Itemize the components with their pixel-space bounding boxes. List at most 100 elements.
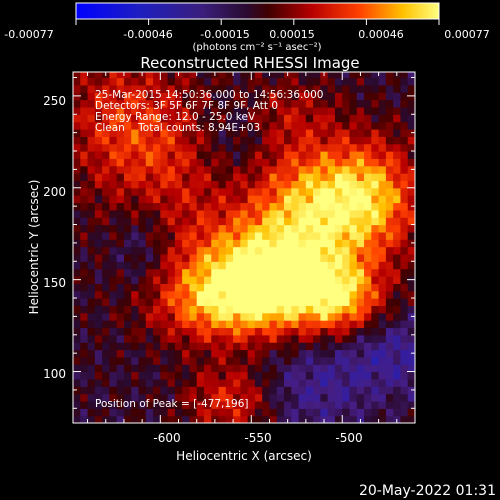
heatmap-cell [153, 298, 161, 306]
heatmap-cell [182, 253, 191, 262]
heatmap-cell [364, 173, 372, 182]
heatmap-cell [174, 268, 183, 277]
heatmap-cell [262, 231, 271, 240]
heatmap-cell [233, 393, 241, 402]
heatmap-cell [284, 143, 292, 152]
heatmap-cell [225, 72, 234, 79]
heatmap-cell [334, 400, 343, 409]
heatmap-cell [254, 393, 263, 402]
heatmap-cell [109, 224, 118, 233]
heatmap-cell [247, 408, 256, 417]
heatmap-cell [269, 268, 278, 277]
heatmap-cell [334, 290, 343, 299]
heatmap-cell [378, 386, 387, 395]
heatmap-cell [123, 386, 132, 395]
heatmap-cell [196, 393, 205, 402]
heatmap-cell [138, 209, 147, 218]
heatmap-cell [320, 136, 329, 145]
heatmap-cell [182, 239, 191, 248]
heatmap-cell [196, 151, 205, 159]
heatmap-cell [116, 246, 125, 255]
heatmap-cell [145, 393, 154, 402]
heatmap-cell [247, 224, 256, 233]
heatmap-cell [131, 231, 140, 240]
heatmap-cell [211, 121, 220, 130]
heatmap-cell [240, 239, 249, 248]
heatmap-cell [73, 415, 81, 423]
heatmap-cell [218, 195, 227, 204]
heatmap-cell [327, 349, 336, 358]
heatmap-cell [131, 371, 140, 380]
annotation-energy-range: Energy Range: 12.0 - 25.0 keV [95, 111, 256, 123]
heatmap-cell [378, 327, 387, 336]
heatmap-cell [174, 393, 183, 402]
heatmap-cell [342, 106, 351, 115]
heatmap-cell [407, 378, 415, 387]
heatmap-cell [218, 364, 227, 373]
heatmap-cell [284, 187, 292, 196]
heatmap-cell [167, 114, 176, 123]
heatmap-cell [385, 231, 394, 240]
heatmap-cell [378, 158, 387, 167]
heatmap-cell [189, 92, 198, 101]
heatmap-cell [349, 268, 358, 277]
heatmap-cell [349, 312, 358, 321]
heatmap-cell [196, 246, 205, 255]
heatmap-cell [407, 327, 415, 336]
heatmap-cell [400, 92, 409, 101]
heatmap-cell [254, 128, 263, 137]
heatmap-cell [291, 290, 300, 299]
heatmap-cell [254, 378, 263, 387]
heatmap-cell [305, 72, 314, 79]
heatmap-cell [145, 268, 154, 277]
heatmap-cell [196, 106, 205, 115]
heatmap-cell [385, 356, 394, 365]
heatmap-cell [407, 364, 415, 373]
heatmap-cell [320, 290, 329, 299]
heatmap-cell [218, 253, 227, 262]
heatmap-cell [305, 209, 314, 218]
heatmap-cell [138, 173, 147, 182]
heatmap-cell [247, 342, 256, 351]
heatmap-cell [349, 209, 358, 218]
heatmap-cell [123, 165, 132, 174]
heatmap-cell [262, 290, 271, 299]
heatmap-cell [116, 253, 125, 262]
heatmap-cell [298, 400, 307, 409]
heatmap-cell [327, 400, 336, 409]
heatmap-cell [203, 128, 212, 137]
heatmap-cell [160, 356, 169, 365]
heatmap-cell [240, 180, 249, 189]
heatmap-cell [313, 298, 322, 306]
heatmap-cell [349, 239, 358, 248]
heatmap-cell [334, 217, 343, 226]
heatmap-cell [276, 136, 285, 145]
heatmap-cell [102, 209, 110, 218]
heatmap-cell [218, 305, 227, 314]
heatmap-cell [167, 305, 176, 314]
heatmap-cell [131, 268, 140, 277]
heatmap-cell [298, 386, 307, 395]
heatmap-cell [276, 320, 285, 329]
heatmap-cell [342, 393, 351, 402]
heatmap-cell [320, 239, 329, 248]
heatmap-cell [378, 283, 387, 292]
heatmap-cell [247, 202, 256, 211]
heatmap-cell [138, 253, 147, 262]
heatmap-cell [269, 173, 278, 182]
heatmap-cell [262, 217, 271, 226]
heatmap-cell [327, 371, 336, 380]
heatmap-cell [87, 114, 96, 123]
heatmap-cell [393, 217, 402, 226]
heatmap-cell [73, 114, 81, 123]
heatmap-cell [153, 378, 161, 387]
colorbar-gradient [75, 2, 440, 20]
heatmap-cell [160, 320, 169, 329]
heatmap-cell [371, 400, 380, 409]
heatmap-cell [233, 239, 241, 248]
heatmap-cell [262, 283, 271, 292]
heatmap-cell [262, 327, 271, 336]
heatmap-cell [80, 415, 89, 423]
heatmap-cell [393, 320, 402, 329]
heatmap-cell [400, 312, 409, 321]
